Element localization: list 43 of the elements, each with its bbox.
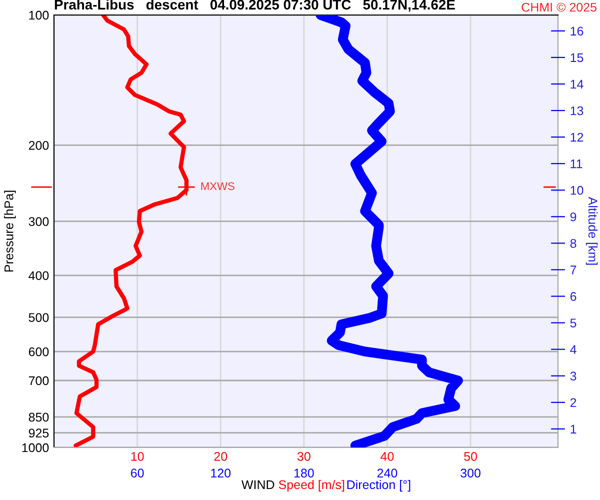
y2-tick-label: 7 (570, 266, 576, 274)
y2-tick-label: 4 (570, 345, 576, 354)
y2-tick-label: 14 (570, 80, 584, 89)
y-tick-label: 500 (28, 313, 49, 322)
y2-tick-label: 10 (570, 186, 584, 195)
y-tick-label: 600 (28, 347, 49, 356)
y-tick-label: 300 (28, 217, 49, 226)
y-tick-label: 850 (28, 412, 49, 422)
x2-tick-label: 300 (460, 468, 480, 478)
x-tick-label: 10 (131, 452, 144, 461)
text: Speed [m/s] (278, 480, 344, 492)
y-tick-label: 925 (28, 428, 49, 438)
x-tick-label: 50 (464, 452, 477, 461)
y-tick-label: 400 (28, 271, 49, 280)
y2-tick-label: 5 (570, 318, 576, 328)
y-tick-label: 700 (28, 376, 49, 386)
y2-tick-label: 8 (570, 238, 576, 248)
x-axis-title: WIND (242, 480, 274, 489)
y-tick-label: 1000 (22, 443, 49, 452)
y-tick-label: 200 (28, 140, 49, 150)
x2-tick-label: 60 (130, 468, 144, 478)
y-tick-label: 100 (29, 10, 49, 20)
x2-tick-label: 120 (211, 468, 231, 478)
y2-tick-label: 13 (570, 106, 584, 116)
y2-tick-label: 1 (570, 424, 576, 434)
x-tick-label: 40 (380, 452, 394, 461)
text: CHMI © 2025 (522, 2, 596, 12)
y2-tick-label: 9 (570, 212, 576, 222)
x2-tick-label: 240 (377, 468, 398, 478)
y2-tick-label: 16 (570, 26, 584, 36)
y2-tick-label: 3 (570, 372, 576, 381)
x2-tick-label: 180 (294, 468, 314, 478)
y2-tick-label: 11 (570, 160, 582, 168)
y2-tick-label: 2 (570, 398, 576, 407)
x-tick-label: 30 (297, 452, 310, 461)
y2-tick-label: 12 (570, 132, 584, 142)
x-tick-label: 20 (214, 452, 228, 461)
y2-tick-label: 15 (570, 53, 584, 62)
y-axis-title: Pressure [hPa] (4, 190, 16, 272)
annotation: MXWS (201, 182, 234, 190)
y2-axis-title: Altitude [km] (586, 196, 598, 265)
y2-tick-label: 6 (570, 292, 576, 301)
text: Direction [°] (347, 480, 410, 492)
